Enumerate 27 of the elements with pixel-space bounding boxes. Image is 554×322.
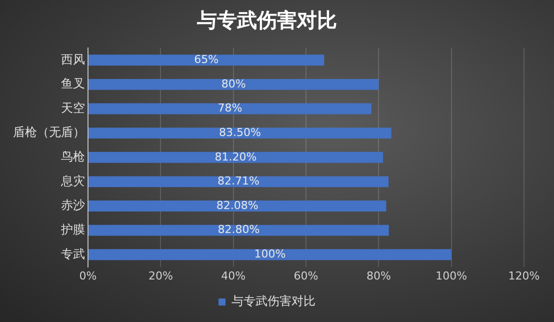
data-label: 100% xyxy=(254,248,286,261)
y-tick-label: 赤沙 xyxy=(61,198,85,212)
y-tick-label: 天空 xyxy=(61,100,85,115)
y-tick-label: 盾枪（无盾） xyxy=(13,125,85,140)
data-label: 81.20% xyxy=(214,150,257,164)
y-tick-label: 西风 xyxy=(61,52,85,66)
x-tick-label: 0% xyxy=(79,269,97,282)
y-tick-label: 护膜 xyxy=(60,222,85,236)
data-label: 82.80% xyxy=(218,223,260,236)
y-tick-label: 专武 xyxy=(61,246,85,261)
x-tick-label: 120% xyxy=(508,269,540,282)
x-tick-label: 80% xyxy=(366,269,391,282)
x-tick-label: 40% xyxy=(221,269,246,282)
x-tick-label: 100% xyxy=(436,269,468,282)
y-tick-label: 息灾 xyxy=(60,174,85,188)
data-label: 83.50% xyxy=(218,126,261,139)
chart-title: 与专武伤害对比 xyxy=(196,8,337,32)
y-tick-label: 鱼叉 xyxy=(61,76,85,91)
x-tick-label: 60% xyxy=(294,269,318,282)
y-tick-label: 鸟枪 xyxy=(61,150,85,164)
data-label: 65% xyxy=(194,53,219,66)
data-label: 80% xyxy=(221,77,246,90)
x-tick-label: 20% xyxy=(148,269,173,282)
data-label: 82.08% xyxy=(216,198,258,212)
data-label: 78% xyxy=(218,102,242,115)
legend-label: 与专武伤害对比 xyxy=(232,294,316,308)
data-label: 82.71% xyxy=(218,174,260,188)
